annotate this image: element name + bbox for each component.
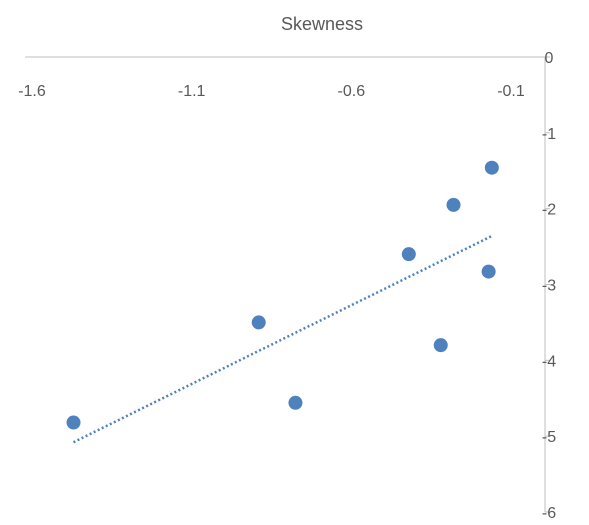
data-point bbox=[401, 247, 416, 262]
axes bbox=[25, 56, 546, 512]
x-tick-label: -0.1 bbox=[497, 83, 525, 100]
y-tick-label: -2 bbox=[542, 202, 556, 219]
y-tick-label: -3 bbox=[542, 278, 556, 295]
y-tick-label: -1 bbox=[542, 126, 556, 143]
data-point bbox=[66, 415, 81, 430]
y-axis-ticks: 0 -1 -2 -3 -4 -5 -6 bbox=[542, 50, 556, 522]
x-tick-label: -0.6 bbox=[338, 83, 366, 100]
y-tick-label: -5 bbox=[542, 429, 556, 446]
data-point bbox=[288, 395, 303, 410]
data-point bbox=[446, 197, 461, 212]
y-tick-label: -4 bbox=[542, 353, 556, 370]
data-point bbox=[481, 264, 496, 279]
data-point bbox=[484, 160, 499, 175]
x-axis-ticks: -1.6 -1.1 -0.6 -0.1 bbox=[18, 83, 525, 100]
chart-title: Skewness bbox=[281, 14, 363, 34]
x-tick-label: -1.6 bbox=[18, 83, 46, 100]
data-point bbox=[433, 338, 448, 353]
y-tick-label: 0 bbox=[545, 50, 554, 67]
data-point bbox=[251, 315, 266, 330]
trendline-layer bbox=[72, 234, 493, 444]
x-tick-label: -1.1 bbox=[178, 83, 206, 100]
trendline bbox=[72, 234, 493, 444]
y-tick-label: -6 bbox=[542, 505, 556, 522]
data-points bbox=[66, 160, 499, 430]
